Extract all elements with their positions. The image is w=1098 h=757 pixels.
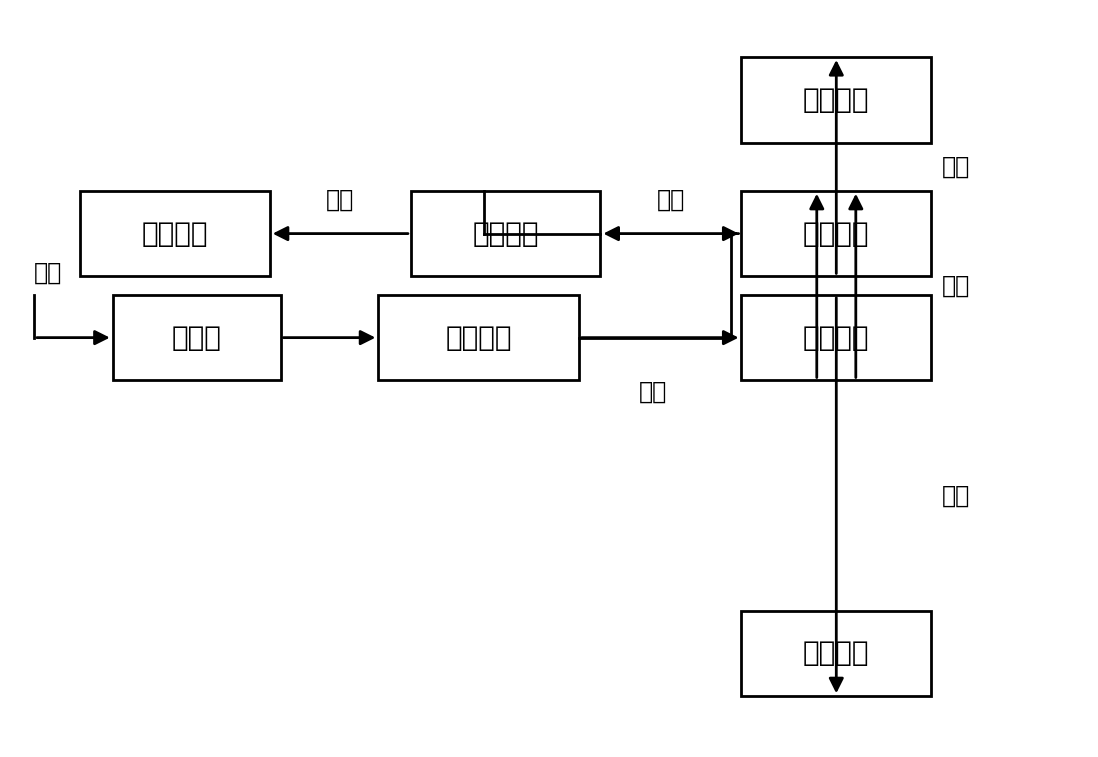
Text: 轻组: 轻组 (638, 379, 666, 403)
Text: 原料储罐: 原料储罐 (446, 324, 512, 352)
Text: 一级蒸馏: 一级蒸馏 (803, 324, 870, 352)
Bar (741, 611, 931, 696)
Text: 二级储罐: 二级储罐 (803, 86, 870, 114)
Text: 产品储罐: 产品储罐 (142, 220, 209, 248)
Text: 过滤器: 过滤器 (171, 324, 222, 352)
Text: 重组: 重组 (326, 187, 355, 211)
Bar (378, 295, 579, 380)
Text: 重组: 重组 (942, 484, 971, 507)
Bar (741, 191, 931, 276)
Text: 轻组: 轻组 (942, 154, 971, 179)
Text: 原料: 原料 (34, 260, 63, 285)
Text: 三级蒸馏: 三级蒸馏 (472, 220, 539, 248)
Bar (411, 191, 601, 276)
Bar (113, 295, 281, 380)
Bar (741, 295, 931, 380)
Text: 轻组: 轻组 (942, 273, 971, 298)
Bar (80, 191, 270, 276)
Text: 二级蒸馏: 二级蒸馏 (803, 220, 870, 248)
Text: 一级储罐: 一级储罐 (803, 640, 870, 668)
Bar (741, 57, 931, 142)
Text: 重组: 重组 (657, 187, 685, 211)
